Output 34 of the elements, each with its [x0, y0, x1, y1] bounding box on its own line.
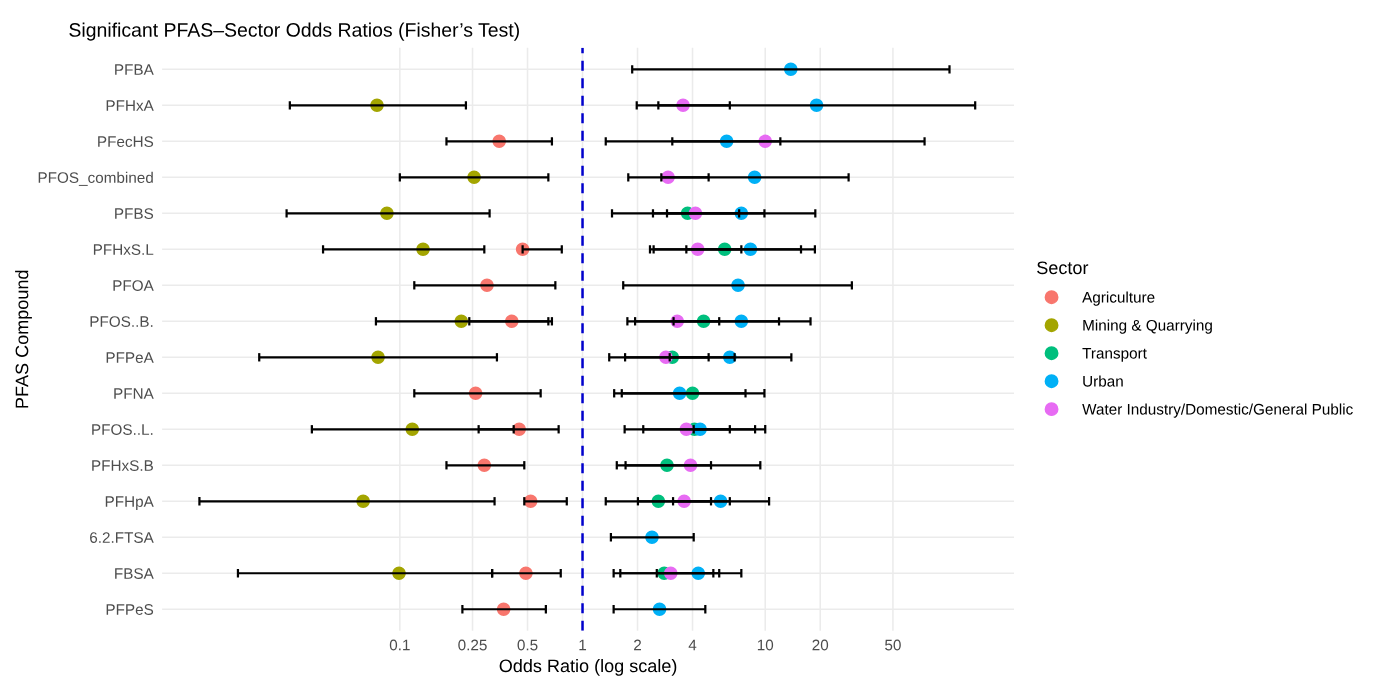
y-tick-label: PFOA: [113, 280, 154, 291]
y-tick-label: PFOS_combined: [38, 171, 153, 186]
legend-label: Transport: [1082, 348, 1147, 362]
x-tick-label: 50: [885, 639, 901, 651]
y-tick-label: PFOS..B.: [90, 316, 153, 327]
y-tick-label: PFOS..L.: [92, 424, 153, 435]
legend-label: Agriculture: [1082, 291, 1155, 306]
x-tick-label: 10: [757, 639, 774, 651]
x-tick-label: 2: [634, 639, 642, 651]
y-tick-label: PFNA: [114, 388, 154, 399]
x-tick-label: 0.5: [517, 639, 538, 651]
x-tick-label: 4: [688, 639, 697, 651]
legend-label: Mining & Quarrying: [1083, 319, 1212, 334]
chart-title: Significant PFAS–Sector Odds Ratios (Fisher’s Test): [69, 22, 519, 41]
y-tick-label: PFPeA: [106, 352, 154, 363]
y-axis-title: PFAS Compound: [15, 270, 32, 408]
legend-title: Sector: [1037, 261, 1089, 275]
x-tick-label: 20: [812, 639, 829, 651]
y-tick-label: PFHxA: [106, 100, 154, 111]
x-tick-label: 0.1: [389, 639, 410, 651]
x-axis-title: Odds Ratio (log scale): [499, 658, 677, 676]
y-tick-label: 6.2.FTSA: [90, 532, 154, 543]
y-tick-label: PFBA: [115, 64, 154, 75]
legend-label: Urban: [1083, 375, 1123, 387]
y-tick-label: PFHxS.L: [93, 244, 154, 255]
y-tick-label: PFHxS.B: [92, 460, 153, 471]
x-tick-label: 0.25: [458, 639, 487, 651]
y-tick-label: PFBS: [115, 208, 154, 219]
x-tick-label: 1: [579, 639, 587, 651]
y-tick-label: FBSA: [115, 568, 154, 579]
y-tick-label: PFecHS: [98, 136, 154, 148]
y-tick-label: PFPeS: [106, 604, 154, 615]
legend-label: Water Industry/Domestic/General Public: [1082, 403, 1353, 418]
y-tick-label: PFHpA: [105, 496, 154, 510]
